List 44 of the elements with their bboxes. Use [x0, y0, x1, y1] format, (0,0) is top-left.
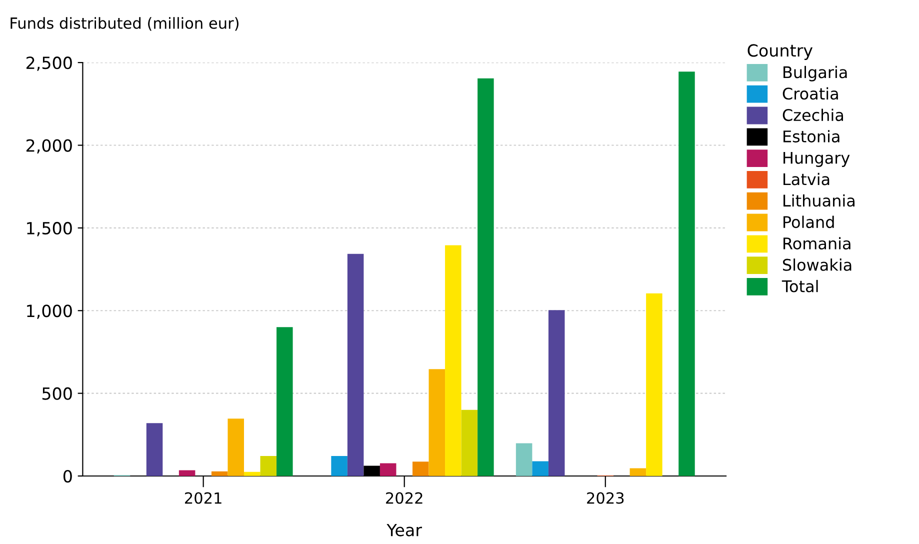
x-tick-label: 2022: [386, 492, 422, 504]
bar: [630, 468, 646, 476]
legend-label: Bulgaria: [784, 66, 847, 82]
bar: [646, 293, 662, 476]
bar: [548, 310, 565, 476]
y-tick-label: 500: [42, 387, 72, 400]
bar: [276, 327, 293, 476]
bar: [260, 456, 277, 476]
bar: [412, 462, 429, 476]
legend-label: Czechia: [782, 108, 843, 122]
legend-label: Poland: [784, 216, 834, 228]
x-tick-label: 2021: [185, 492, 222, 504]
legend-label: Croatia: [782, 87, 838, 100]
bar: [445, 245, 462, 476]
bar: [211, 471, 228, 476]
bar: [331, 456, 348, 476]
y-axis-title: Funds distributed (million eur): [10, 17, 238, 31]
bar: [228, 418, 244, 476]
y-tick-label: 1,500: [27, 222, 72, 236]
bar: [461, 410, 478, 476]
y-tick-label: 2,500: [26, 56, 72, 71]
bar: [532, 461, 548, 476]
y-tick-label: 2,000: [26, 139, 72, 154]
y-tick-label: 1,000: [27, 304, 72, 319]
bar: [678, 72, 695, 476]
bar: [178, 470, 196, 476]
legend-label: Estonia: [784, 130, 840, 142]
bar: [380, 463, 396, 476]
bar: [244, 472, 260, 476]
legend-label: Hungary: [784, 152, 850, 167]
legend-label: Romania: [784, 237, 850, 250]
legend-label: Slowakia: [783, 258, 852, 271]
legend-label: Total: [782, 280, 818, 292]
legend-title: Country: [748, 44, 813, 60]
x-axis-title: Year: [386, 524, 422, 536]
bar: [146, 423, 163, 476]
x-tick-label: 2023: [587, 492, 624, 504]
bar: [347, 254, 364, 476]
bar: [516, 443, 532, 476]
bar: [428, 369, 446, 476]
y-tick-label: 0: [63, 470, 72, 483]
bar: [478, 78, 494, 476]
legend-label: Latvia: [784, 172, 830, 186]
legend-label: Lithuania: [784, 194, 854, 207]
